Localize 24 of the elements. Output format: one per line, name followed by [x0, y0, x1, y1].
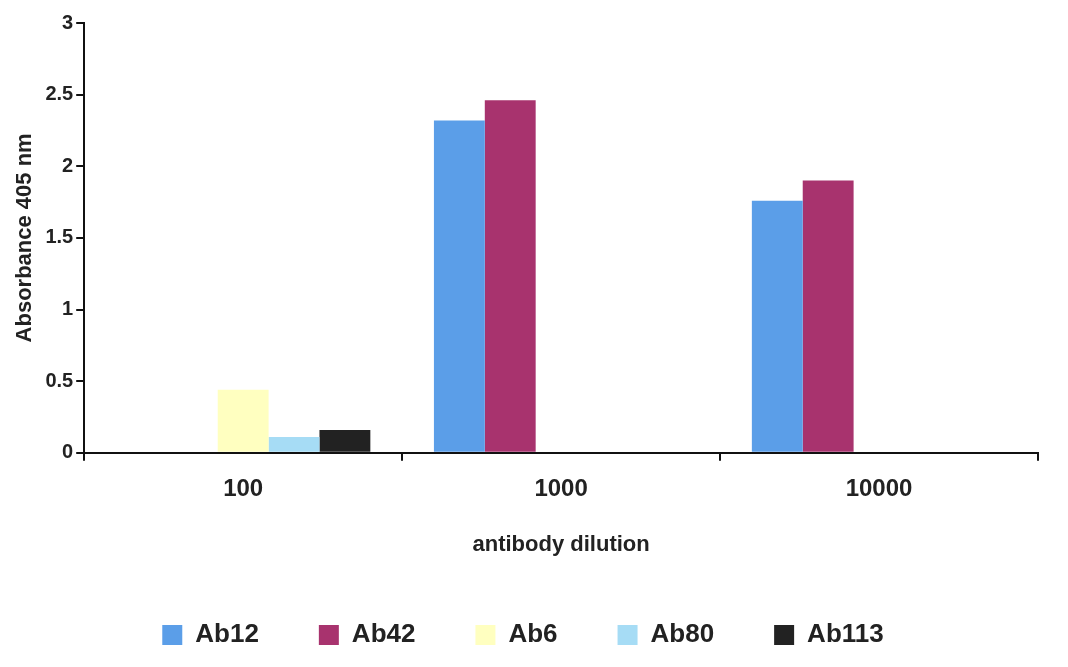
x-tick-label: 100	[223, 473, 264, 501]
legend-label: Ab42	[351, 618, 416, 649]
bar	[751, 200, 803, 452]
legend-label: Ab6	[508, 618, 558, 649]
bar	[217, 389, 269, 452]
bar	[433, 120, 485, 452]
y-tick-label: 1	[62, 297, 74, 320]
y-tick-label: 3	[62, 10, 74, 33]
bar	[484, 100, 536, 452]
bar	[319, 429, 371, 452]
y-tick-label: 0	[62, 440, 74, 463]
bar	[802, 180, 854, 452]
y-tick-label: 2.5	[45, 82, 74, 105]
y-axis-title: Absorbance 405 nm	[11, 133, 37, 343]
x-axis-title: antibody dilution	[472, 530, 650, 556]
legend-label: Ab113	[807, 618, 884, 649]
x-tick-label: 1000	[534, 473, 588, 501]
legend-label: Ab12	[195, 618, 259, 649]
y-tick-label: 0.5	[45, 368, 74, 391]
y-tick-label: 1.5	[45, 225, 74, 248]
bar	[268, 437, 320, 452]
legend-label: Ab80	[650, 618, 715, 649]
x-tick-label: 10000	[845, 473, 913, 501]
y-tick-label: 2	[62, 153, 74, 176]
